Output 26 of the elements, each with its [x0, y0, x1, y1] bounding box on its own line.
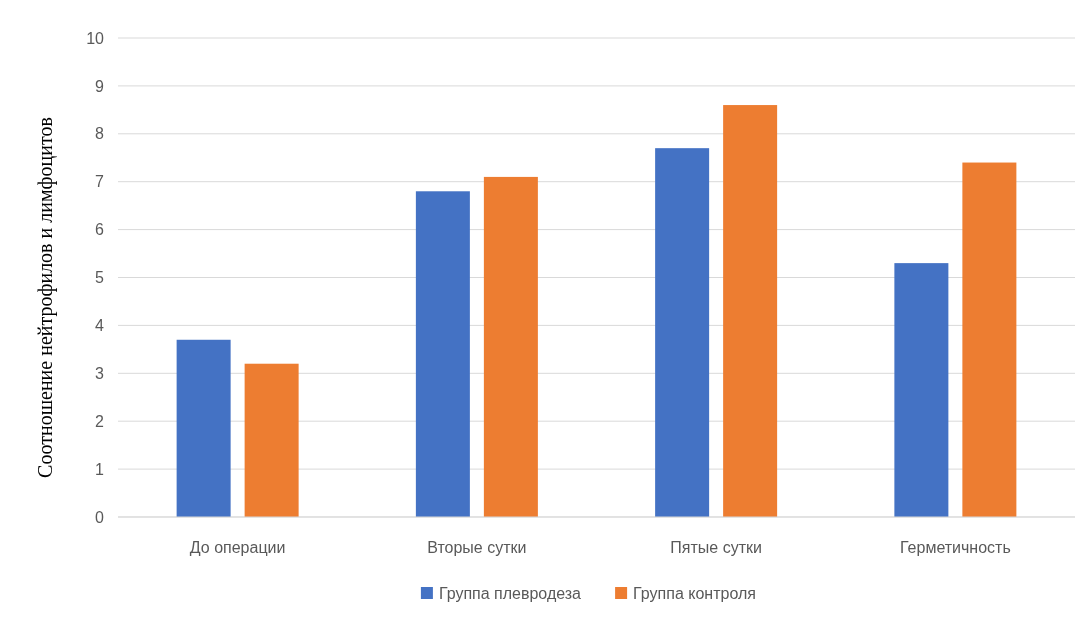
y-tick-label: 7 — [95, 173, 105, 191]
bar — [894, 263, 949, 517]
y-tick-label: 6 — [95, 221, 105, 239]
bar — [723, 105, 778, 517]
y-tick-label: 1 — [95, 460, 105, 478]
y-tick-label: 5 — [95, 269, 105, 287]
bar — [244, 363, 299, 517]
y-tick-label: 2 — [95, 412, 105, 430]
bar — [655, 148, 710, 517]
y-tick-label: 0 — [95, 508, 105, 526]
bar — [962, 162, 1017, 517]
y-tick-label: 4 — [95, 317, 105, 334]
y-tick-label: 3 — [95, 364, 105, 382]
y-tick-label: 9 — [95, 77, 105, 95]
y-tick-label: 8 — [95, 125, 105, 143]
x-tick-label: Пятые сутки — [670, 539, 762, 556]
y-tick-label: 10 — [86, 29, 105, 47]
x-tick-label: До операции — [189, 539, 286, 556]
legend-label: Группа плевродеза — [438, 584, 582, 602]
bar — [415, 191, 470, 517]
y-axis-title: Соотношение нейтрофилов и лимфоцитов — [34, 117, 57, 478]
bar — [483, 176, 538, 517]
x-tick-label: Вторые сутки — [427, 539, 527, 556]
legend-label: Группа контроля — [633, 584, 756, 602]
x-tick-label: Герметичность — [899, 539, 1011, 556]
bar — [176, 339, 231, 517]
